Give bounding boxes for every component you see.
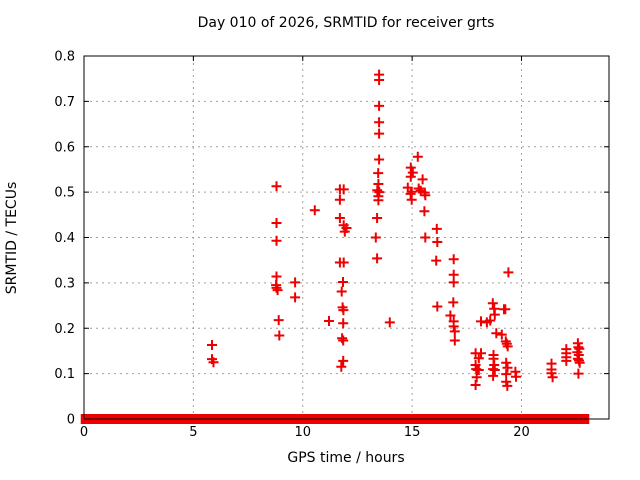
- plot-frame: [83, 55, 610, 420]
- y-tick-label: 0.2: [54, 322, 75, 337]
- chart-title: Day 010 of 2026, SRMTID for receiver grt…: [198, 15, 495, 31]
- x-tick-label: 0: [80, 425, 88, 440]
- y-axis-label: SRMTID / TECUs: [4, 182, 20, 295]
- x-tick-label: 15: [404, 425, 421, 440]
- x-axis-label: GPS time / hours: [287, 450, 404, 466]
- data-points-series-srmtid: [207, 69, 585, 391]
- y-tick-label: 0.3: [54, 276, 75, 291]
- y-tick-label: 0: [67, 413, 75, 428]
- y-tick-label: 0.6: [54, 140, 75, 155]
- y-tick-label: 0.7: [54, 95, 75, 110]
- y-tick-label: 0.1: [54, 367, 75, 382]
- x-tick-label: 5: [189, 425, 197, 440]
- y-tick-label: 0.8: [54, 50, 75, 65]
- y-tick-label: 0.4: [54, 231, 75, 246]
- x-tick-label: 10: [294, 425, 311, 440]
- x-tick-label: 20: [513, 425, 530, 440]
- y-tick-label: 0.5: [54, 186, 75, 201]
